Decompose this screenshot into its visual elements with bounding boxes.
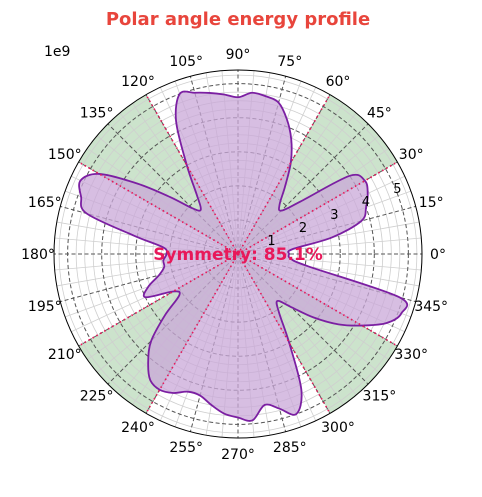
sector-boundary-4 — [78, 253, 239, 347]
angle-tick-label: 165° — [28, 195, 62, 211]
sector-boundary-1 — [237, 94, 331, 255]
angle-tick-label: 0° — [430, 247, 446, 263]
angle-tick-label: 120° — [121, 74, 155, 90]
major-grid-spoke — [237, 253, 369, 385]
angle-tick-label: 180° — [21, 247, 55, 263]
sector-boundaries — [78, 94, 398, 414]
angle-tick-label: 210° — [48, 347, 82, 363]
sector-boundary-2 — [145, 94, 239, 255]
angle-tick-label: 60° — [326, 74, 351, 90]
polar-frame — [53, 69, 423, 439]
major-grid-spoke — [107, 123, 239, 255]
radial-tick-label: 1 — [267, 234, 275, 249]
major-grid-spoke — [60, 253, 239, 303]
angle-tick-label: 195° — [28, 299, 62, 315]
angle-tick-label: 90° — [226, 47, 251, 63]
angle-tick-label: 255° — [169, 440, 203, 456]
angle-tick-label: 225° — [80, 388, 114, 404]
symmetry-annotation: Symmetry: 85.1% — [153, 245, 323, 265]
sector-boundary-0 — [237, 161, 398, 255]
radial-tick-label: 2 — [299, 221, 307, 236]
angle-tick-label: 75° — [277, 54, 302, 70]
radial-scale-label: 1e9 — [44, 44, 70, 60]
angle-tick-label: 345° — [414, 299, 448, 315]
angle-tick-labels: 0° 15° 30° 45° 60° 75° 90° 105° 120° 135° 150° 165°… — [21, 47, 448, 463]
angle-tick-label: 270° — [221, 447, 255, 463]
angle-tick-label: 150° — [48, 147, 82, 163]
angle-tick-label: 240° — [121, 420, 155, 436]
radial-tick-label: 4 — [362, 195, 370, 210]
angle-tick-label: 300° — [321, 420, 355, 436]
sector-boundary-3 — [78, 161, 239, 255]
angle-tick-label: 330° — [394, 347, 428, 363]
major-grid-circle-3 — [101, 117, 375, 391]
radial-tick-label: 5 — [393, 182, 401, 197]
sector-boundary-5 — [145, 253, 239, 414]
radial-tick-label: 3 — [330, 208, 338, 223]
angle-tick-label: 30° — [399, 147, 424, 163]
angle-tick-label: 285° — [273, 440, 307, 456]
radial-tick-labels: 1 2 3 4 5 — [267, 182, 401, 249]
angle-tick-label: 15° — [419, 195, 444, 211]
angle-tick-label: 45° — [367, 106, 392, 122]
sector-boundary-6 — [237, 253, 331, 414]
angle-tick-label: 135° — [80, 106, 114, 122]
sector-boundary-7 — [237, 253, 398, 347]
angle-tick-label: 105° — [169, 54, 203, 70]
major-grid-spoke — [237, 123, 369, 255]
chart-title: Polar angle energy profile — [106, 9, 370, 30]
angle-tick-label: 315° — [363, 388, 397, 404]
